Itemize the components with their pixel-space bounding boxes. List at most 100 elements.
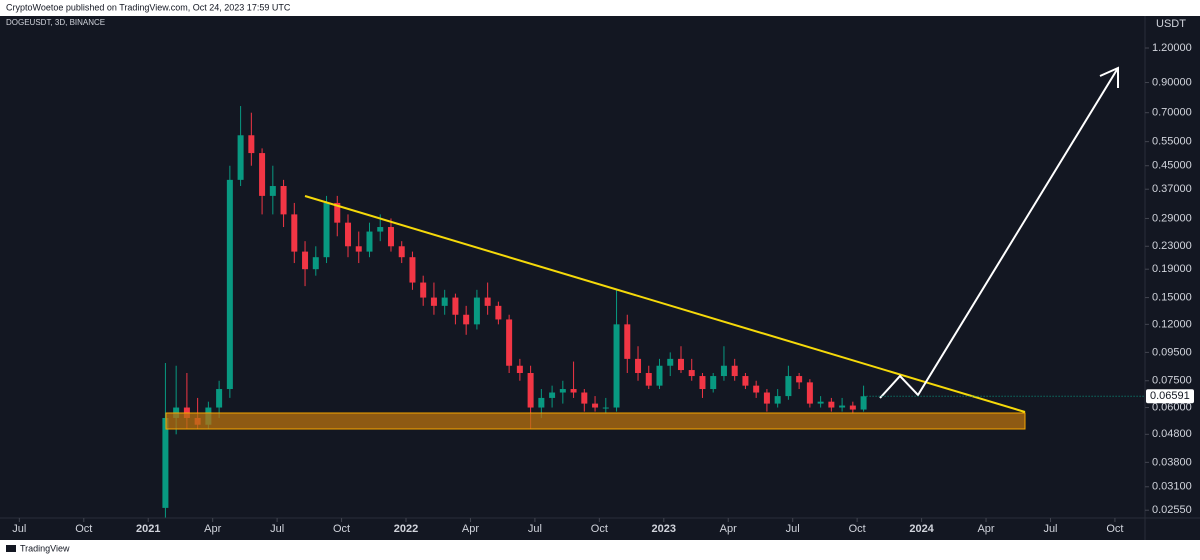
candle-body	[581, 392, 588, 404]
x-tick-label: Apr	[977, 523, 994, 535]
candle-body	[452, 297, 459, 315]
candle-body	[527, 373, 534, 408]
candle-body	[162, 417, 169, 508]
x-tick-label: Oct	[1106, 523, 1123, 535]
candle-body	[291, 214, 298, 252]
candle-body	[602, 407, 609, 409]
chart-background	[0, 16, 1200, 540]
candle-body	[538, 397, 545, 408]
candle-body	[849, 405, 856, 410]
candle-body	[624, 324, 631, 359]
candle-body	[269, 186, 276, 196]
currency-label: USDT	[1156, 18, 1186, 30]
candle-body	[377, 227, 384, 232]
candle-body	[731, 365, 738, 377]
candle-body	[570, 389, 577, 393]
symbol-label: DOGEUSDT, 3D, BINANCE	[6, 18, 105, 27]
x-tick-label: Jul	[270, 523, 284, 535]
candle-body	[430, 297, 437, 306]
watermark: TradingView	[20, 543, 70, 553]
x-tick-label: Jul	[12, 523, 26, 535]
candle-body	[226, 179, 233, 390]
candle-body	[473, 297, 480, 325]
y-tick-label: 0.07500	[1152, 375, 1192, 387]
y-tick-label: 0.37000	[1152, 183, 1192, 195]
y-tick-label: 1.20000	[1152, 42, 1192, 54]
candle-body	[720, 365, 727, 377]
y-tick-label: 0.12000	[1152, 318, 1192, 330]
y-tick-label: 0.06000	[1152, 401, 1192, 413]
candle-body	[387, 227, 394, 247]
candle-body	[420, 282, 427, 298]
x-tick-label: Oct	[75, 523, 92, 535]
y-tick-label: 0.02550	[1152, 504, 1192, 516]
last-price-label: 0.06591	[1150, 390, 1190, 402]
candle-body	[710, 376, 717, 390]
candle-body	[753, 385, 760, 393]
candle-body	[742, 376, 749, 386]
candle-body	[280, 186, 287, 215]
x-tick-label: Jul	[1043, 523, 1057, 535]
candle-body	[860, 396, 867, 410]
candle-body	[506, 319, 513, 366]
candle-body	[355, 246, 362, 252]
x-tick-label: Oct	[333, 523, 350, 535]
candle-body	[409, 257, 416, 283]
last-price-box	[1146, 389, 1194, 404]
candle-body	[248, 135, 255, 154]
y-tick-label: 0.15000	[1152, 291, 1192, 303]
candle-body	[613, 324, 620, 408]
y-tick-label: 0.03100	[1152, 481, 1192, 493]
candle-body	[592, 403, 599, 408]
x-tick-label: 2023	[652, 523, 676, 535]
x-tick-label: Jul	[528, 523, 542, 535]
candle-body	[516, 365, 523, 374]
candle-body	[806, 382, 813, 404]
y-tick-label: 0.29000	[1152, 212, 1192, 224]
y-tick-label: 0.45000	[1152, 160, 1192, 172]
candle-body	[334, 202, 341, 223]
candle-body	[549, 392, 556, 398]
y-tick-label: 0.55000	[1152, 136, 1192, 148]
y-tick-label: 0.70000	[1152, 107, 1192, 119]
x-tick-label: Apr	[462, 523, 479, 535]
candle-body	[635, 358, 642, 374]
x-tick-label: 2024	[909, 523, 934, 535]
projection-arrow	[879, 67, 1119, 399]
candle-body	[677, 358, 684, 371]
trend-line	[304, 195, 1026, 413]
y-tick-label: 0.09500	[1152, 346, 1192, 358]
candle-body	[345, 222, 352, 247]
footer-bar	[0, 540, 1200, 560]
candle-body	[688, 370, 695, 377]
candle-body	[763, 392, 770, 404]
candle-body	[645, 373, 652, 386]
candle-body	[495, 305, 502, 320]
x-tick-label: Oct	[849, 523, 866, 535]
x-tick-label: Jul	[786, 523, 800, 535]
candle-body	[817, 401, 824, 404]
candle-body	[259, 153, 266, 196]
x-tick-label: Apr	[720, 523, 737, 535]
candle-body	[828, 401, 835, 408]
candle-body	[216, 389, 223, 408]
candle-body	[785, 376, 792, 397]
logo-icon	[6, 545, 16, 552]
header-bar	[0, 0, 1200, 16]
candle-body	[656, 365, 663, 386]
candle-body	[559, 389, 566, 393]
candle-body	[484, 297, 491, 306]
candle-body	[398, 246, 405, 258]
y-tick-label: 0.23000	[1152, 240, 1192, 252]
candle-body	[667, 358, 674, 366]
candle-body	[441, 297, 448, 306]
candle-body	[839, 405, 846, 408]
x-tick-label: 2021	[136, 523, 160, 535]
x-tick-label: 2022	[394, 523, 418, 535]
candle-body	[774, 396, 781, 404]
candle-body	[796, 376, 803, 383]
y-tick-label: 0.90000	[1152, 76, 1192, 88]
candle-body	[699, 376, 706, 390]
